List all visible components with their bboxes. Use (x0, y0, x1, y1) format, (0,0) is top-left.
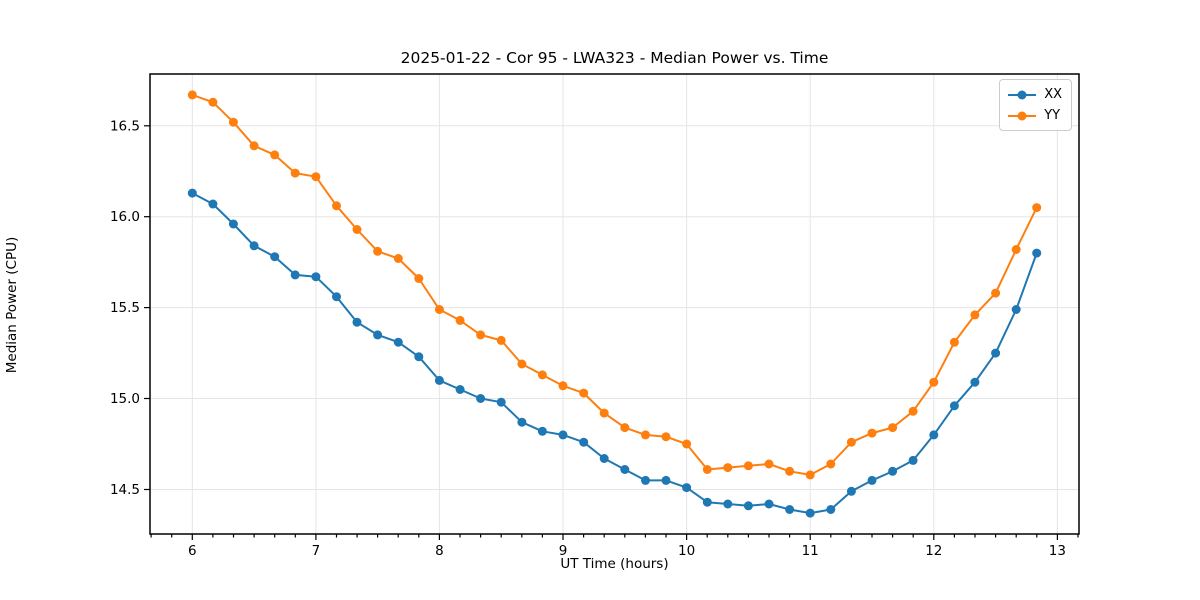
svg-text:12: 12 (925, 543, 942, 559)
legend-item-xx: XX (1007, 84, 1062, 105)
x-axis-label: UT Time (hours) (560, 556, 669, 572)
legend-line-marker-icon (1008, 90, 1037, 99)
chart-title: 2025-01-22 - Cor 95 - LWA323 - Median Po… (400, 49, 829, 67)
svg-text:6: 6 (188, 543, 197, 559)
svg-text:8: 8 (435, 543, 444, 559)
svg-text:16.0: 16.0 (110, 209, 140, 225)
legend: XX YY (999, 79, 1072, 131)
svg-text:9: 9 (559, 543, 568, 559)
legend-label-xx: XX (1044, 87, 1062, 102)
legend-line-marker-icon (1008, 111, 1037, 120)
legend-label-yy: YY (1044, 108, 1061, 123)
svg-text:15.0: 15.0 (110, 391, 140, 407)
legend-item-yy: YY (1007, 105, 1062, 126)
svg-text:11: 11 (802, 543, 819, 559)
svg-text:14.5: 14.5 (110, 482, 140, 498)
svg-text:13: 13 (1049, 543, 1066, 559)
svg-text:15.5: 15.5 (110, 300, 140, 316)
y-axis-label: Median Power (CPU) (4, 236, 20, 374)
svg-text:10: 10 (678, 543, 695, 559)
svg-text:7: 7 (312, 543, 321, 559)
svg-text:16.5: 16.5 (110, 118, 140, 134)
